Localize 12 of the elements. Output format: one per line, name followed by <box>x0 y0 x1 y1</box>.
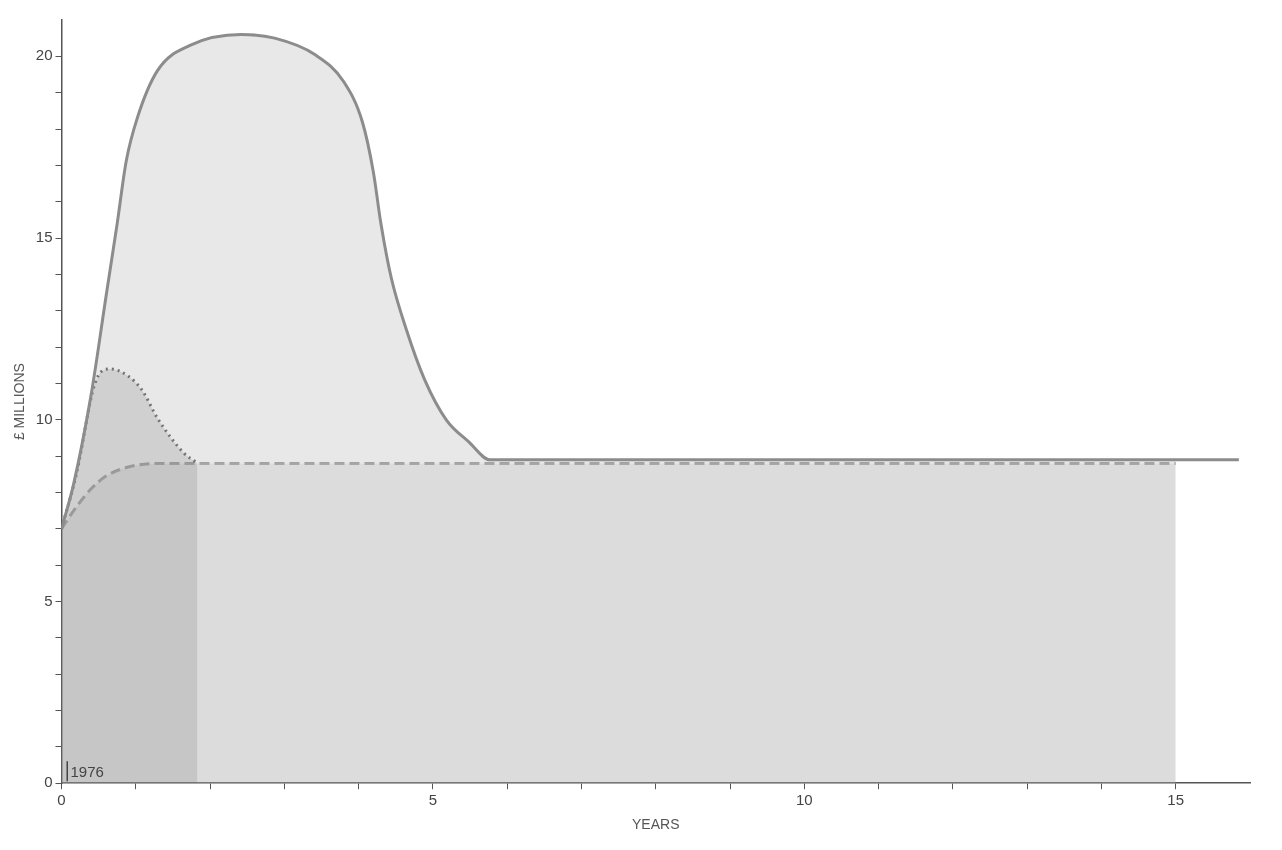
y-tick-label: 15 <box>35 228 53 246</box>
y-tick-label: 5 <box>44 591 53 609</box>
y-tick-label: 0 <box>44 773 53 791</box>
y-tick-label: 20 <box>35 46 53 64</box>
x-tick-label: 0 <box>57 791 66 809</box>
y-axis-title: £ MILLIONS <box>11 363 28 441</box>
x-tick-label: 5 <box>428 791 438 809</box>
x-tick-label: 10 <box>795 791 813 809</box>
x-tick-label: 15 <box>1167 791 1185 809</box>
x-axis-title: YEARS <box>632 816 680 833</box>
annotation: 1976 <box>70 762 104 780</box>
y-tick-label: 10 <box>35 409 53 427</box>
